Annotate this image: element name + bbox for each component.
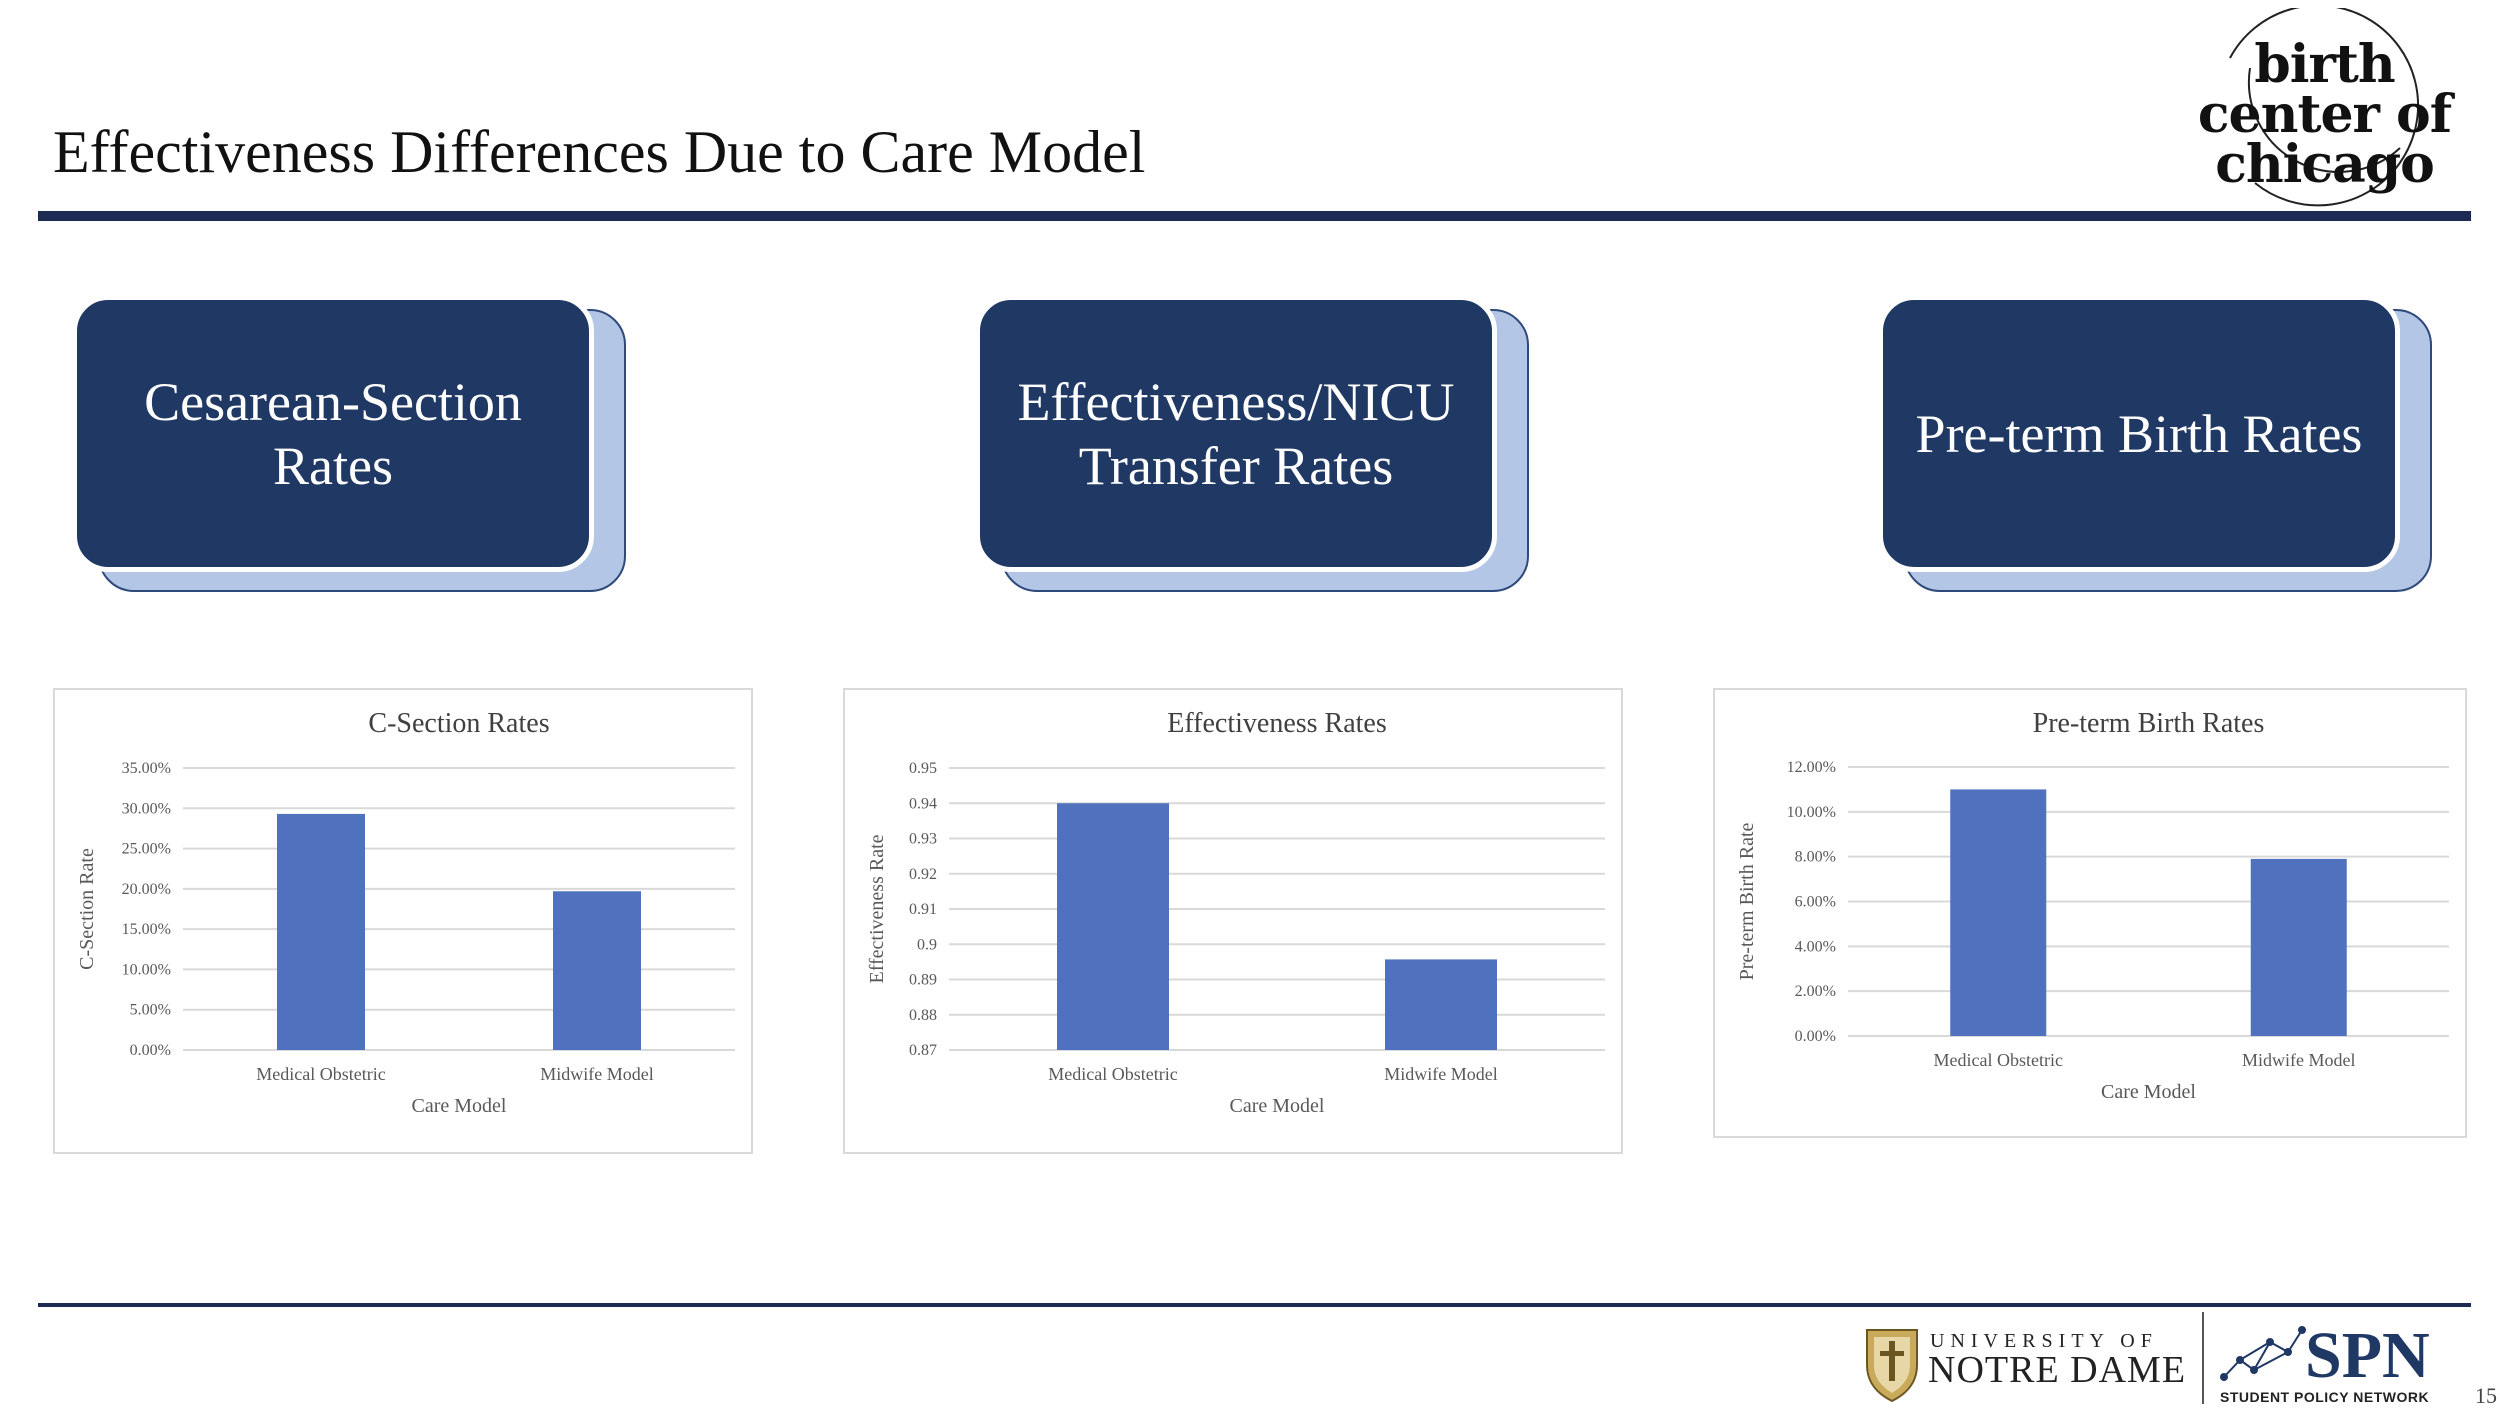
nd-line1: UNIVERSITY OF [1930,1330,2158,1352]
y-tick-label: 5.00% [130,1002,171,1019]
x-tick-label: Medical Obstetric [1048,1064,1177,1084]
y-tick-label: 2.00% [1795,983,1836,1000]
y-tick-label: 35.00% [122,760,171,777]
birth-center-logo [2229,8,2420,207]
card-label: Effectiveness/NICU Transfer Rates [975,295,1497,572]
bar-1 [2250,858,2347,1036]
bar-0 [1057,803,1169,1050]
notre-dame-shield-icon [1866,1329,1918,1403]
page-number: 15 [2475,1383,2497,1408]
y-tick-label: 0.94 [909,795,937,812]
y-tick-label: 6.00% [1795,894,1836,911]
category-card-cesarean: Cesarean-Section Rates [72,295,632,600]
y-axis-label: Effectiveness Rate [866,834,888,983]
spn-network-icon [2220,1326,2306,1381]
y-tick-label: 0.89 [909,972,937,989]
x-tick-label: Midwife Model [2242,1050,2355,1070]
x-axis-label: Care Model [1230,1095,1325,1117]
y-tick-label: 25.00% [122,841,171,858]
y-tick-label: 0.9 [917,936,937,953]
slide-title: Effectiveness Differences Due to Care Mo… [53,119,1146,185]
y-axis-label: C-Section Rate [76,848,98,970]
x-tick-label: Medical Obstetric [256,1064,385,1084]
category-card-effectiveness: Effectiveness/NICU Transfer Rates [975,295,1535,600]
y-tick-label: 15.00% [122,921,171,938]
y-tick-label: 30.00% [122,800,171,817]
chart-title: Effectiveness Rates [1167,708,1387,739]
y-tick-label: 0.87 [909,1042,937,1059]
x-axis-label: Care Model [2101,1081,2196,1103]
x-axis-label: Care Model [412,1095,507,1117]
y-tick-label: 0.91 [909,901,937,918]
y-tick-label: 0.93 [909,831,937,848]
bar-0 [1950,789,2047,1036]
y-tick-label: 10.00% [122,961,171,978]
y-tick-label: 20.00% [122,881,171,898]
y-tick-label: 8.00% [1795,849,1836,866]
category-card-preterm: Pre-term Birth Rates [1878,295,2438,600]
y-tick-label: 0.92 [909,866,937,883]
bar-1 [1385,959,1497,1050]
spn-wordmark: SPN [2305,1319,2430,1392]
birth-center-logo-text: birth center of chicago [2197,34,2452,195]
nd-line2: NOTRE DAME [1928,1349,2187,1391]
bar-1 [553,891,641,1050]
card-label: Pre-term Birth Rates [1878,295,2400,572]
chart-title: Pre-term Birth Rates [2033,708,2265,739]
title-rule [38,211,2471,221]
footer-rule [38,1303,2471,1307]
x-tick-label: Medical Obstetric [1934,1050,2063,1070]
x-tick-label: Midwife Model [1384,1064,1497,1084]
effectiveness-chart: Effectiveness Rates 0.87 0.88 0.89 0.9 0.91 0.… [843,688,1623,1154]
x-tick-label: Midwife Model [540,1064,653,1084]
bar-0 [277,813,365,1050]
chart-svg: Effectiveness Rates 0.87 0.88 0.89 0.9 0.91 0.… [866,708,1605,1117]
y-tick-label: 0.95 [909,760,937,777]
y-tick-label: 4.00% [1795,938,1836,955]
y-axis-label: Pre-term Birth Rate [1736,823,1758,981]
y-tick-label: 10.00% [1787,804,1836,821]
c-section-chart: C-Section Rates 0.00% 5.00% 10.00% 15.00% 20.… [53,688,753,1154]
card-label: Cesarean-Section Rates [72,295,594,572]
chart-svg: C-Section Rates 0.00% 5.00% 10.00% 15.00% 20.… [76,708,735,1117]
logo-divider [2202,1312,2204,1404]
y-tick-label: 0.00% [1795,1028,1836,1045]
preterm-chart: Pre-term Birth Rates 0.00% 2.00% 4.00% 6.00%… [1713,688,2467,1138]
spn-subtitle: STUDENT POLICY NETWORK [2220,1389,2430,1405]
chart-svg: Pre-term Birth Rates 0.00% 2.00% 4.00% 6.00%… [1736,708,2449,1103]
y-tick-label: 0.00% [130,1042,171,1059]
chart-title: C-Section Rates [368,708,549,739]
y-tick-label: 0.88 [909,1007,937,1024]
y-tick-label: 12.00% [1787,759,1836,776]
